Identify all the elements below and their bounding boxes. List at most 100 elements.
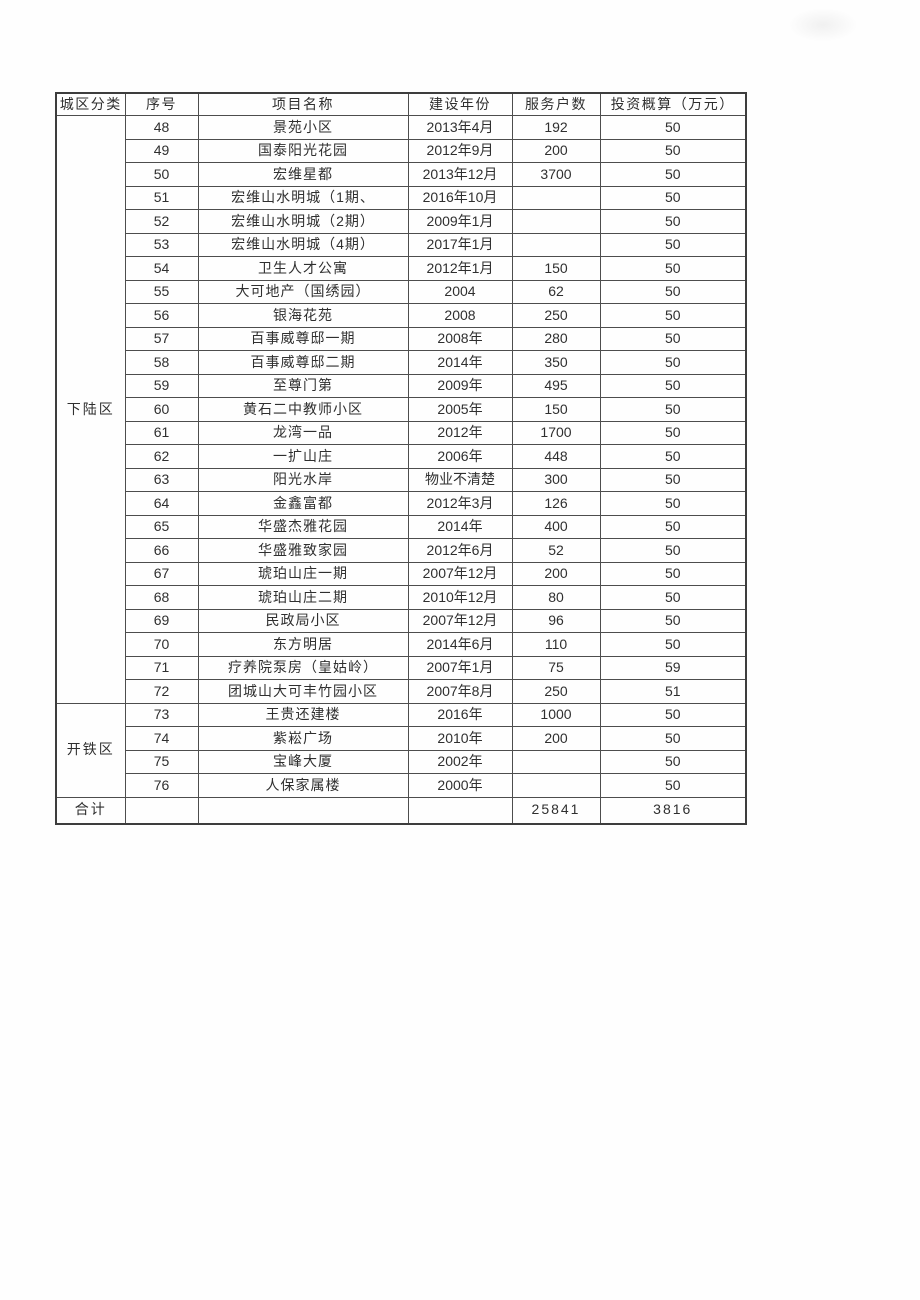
cell-households: 250 bbox=[511, 679, 601, 704]
cell-investment: 50 bbox=[599, 608, 747, 633]
table-row: 64 金鑫富都 2012年3月 126 50 bbox=[56, 491, 747, 516]
table-row: 65 华盛杰雅花园 2014年 400 50 bbox=[56, 514, 747, 539]
cell-build-year: 2002年 bbox=[407, 749, 513, 774]
cell-serial-no: 68 bbox=[124, 585, 199, 610]
cell-investment: 50 bbox=[599, 585, 747, 610]
cell-build-year: 2007年8月 bbox=[407, 679, 513, 704]
cell-investment: 50 bbox=[599, 538, 747, 563]
cell-serial-no: 66 bbox=[124, 538, 199, 563]
cell-build-year: 2014年 bbox=[407, 350, 513, 375]
cell-households: 300 bbox=[511, 467, 601, 492]
table-row: 69 民政局小区 2007年12月 96 50 bbox=[56, 608, 747, 633]
cell-investment: 50 bbox=[599, 232, 747, 257]
cell-households: 200 bbox=[511, 138, 601, 163]
cell-project-name: 国泰阳光花园 bbox=[197, 138, 409, 163]
cell-build-year: 物业不清楚 bbox=[407, 467, 513, 492]
cell-serial-no: 50 bbox=[124, 162, 199, 187]
cell-serial-no: 69 bbox=[124, 608, 199, 633]
cell-households: 150 bbox=[511, 397, 601, 422]
cell-project-name: 一扩山庄 bbox=[197, 444, 409, 469]
cell-households: 495 bbox=[511, 373, 601, 398]
cell-project-name: 人保家属楼 bbox=[197, 773, 409, 798]
project-table: 城区分类 序号 项目名称 建设年份 服务户数 投资概算（万元） 下陆区 48 景苑小… bbox=[55, 92, 747, 825]
table-row: 50 宏维星都 2013年12月 3700 50 bbox=[56, 162, 747, 187]
table-row: 57 百事威尊邸一期 2008年 280 50 bbox=[56, 326, 747, 351]
col-header-build-year: 建设年份 bbox=[407, 92, 513, 116]
cell-serial-no: 61 bbox=[124, 420, 199, 445]
cell-project-name: 王贵还建楼 bbox=[197, 702, 409, 727]
cell-households: 1700 bbox=[511, 420, 601, 445]
table-header-row: 城区分类 序号 项目名称 建设年份 服务户数 投资概算（万元） bbox=[55, 92, 747, 116]
cell-project-name: 金鑫富都 bbox=[197, 491, 409, 516]
cell-serial-no: 76 bbox=[124, 773, 199, 798]
col-header-investment: 投资概算（万元） bbox=[599, 92, 747, 116]
cell-households: 400 bbox=[511, 514, 601, 539]
cell-project-name: 华盛雅致家园 bbox=[197, 538, 409, 563]
table-row: 72 团城山大可丰竹园小区 2007年8月 250 51 bbox=[56, 679, 747, 704]
cell-project-name: 琥珀山庄一期 bbox=[197, 561, 409, 586]
table-row: 67 琥珀山庄一期 2007年12月 200 50 bbox=[56, 561, 747, 586]
cell-serial-no: 49 bbox=[124, 138, 199, 163]
table-row: 75 宝峰大厦 2002年 50 bbox=[56, 749, 747, 774]
cell-build-year: 2013年4月 bbox=[407, 115, 513, 140]
table-row: 55 大可地产（国绣园） 2004 62 50 bbox=[56, 279, 747, 304]
cell-project-name: 紫崧广场 bbox=[197, 726, 409, 751]
cell-project-name bbox=[197, 796, 409, 824]
scan-smudge bbox=[788, 8, 858, 42]
cell-households: 52 bbox=[511, 538, 601, 563]
cell-project-name: 黄石二中教师小区 bbox=[197, 397, 409, 422]
cell-investment: 50 bbox=[599, 726, 747, 751]
cell-build-year: 2012年 bbox=[407, 420, 513, 445]
cell-project-name: 宏维山水明城（1期、 bbox=[197, 185, 409, 210]
table-row: 70 东方明居 2014年6月 110 50 bbox=[56, 632, 747, 657]
table-row: 51 宏维山水明城（1期、 2016年10月 50 bbox=[56, 185, 747, 210]
cell-build-year: 2016年 bbox=[407, 702, 513, 727]
cell-investment: 50 bbox=[599, 467, 747, 492]
table-row: 62 一扩山庄 2006年 448 50 bbox=[56, 444, 747, 469]
cell-build-year: 2012年1月 bbox=[407, 256, 513, 281]
cell-investment: 3816 bbox=[599, 796, 747, 824]
cell-households: 80 bbox=[511, 585, 601, 610]
cell-investment: 59 bbox=[599, 655, 747, 680]
cell-households: 200 bbox=[511, 726, 601, 751]
cell-serial-no: 64 bbox=[124, 491, 199, 516]
cell-build-year: 2010年 bbox=[407, 726, 513, 751]
cell-serial-no: 53 bbox=[124, 232, 199, 257]
cell-project-name: 至尊门第 bbox=[197, 373, 409, 398]
cell-project-name: 银海花苑 bbox=[197, 303, 409, 328]
cell-households: 250 bbox=[511, 303, 601, 328]
cell-serial-no: 73 bbox=[124, 702, 199, 727]
cell-investment: 50 bbox=[599, 514, 747, 539]
cell-project-name: 百事威尊邸一期 bbox=[197, 326, 409, 351]
cell-households: 126 bbox=[511, 491, 601, 516]
table-row: 76 人保家属楼 2000年 50 bbox=[56, 773, 747, 798]
cell-serial-no: 54 bbox=[124, 256, 199, 281]
cell-build-year: 2007年12月 bbox=[407, 608, 513, 633]
cell-investment: 50 bbox=[599, 491, 747, 516]
cell-serial-no: 59 bbox=[124, 373, 199, 398]
cell-investment: 50 bbox=[599, 256, 747, 281]
cell-serial-no: 63 bbox=[124, 467, 199, 492]
table-body: 下陆区 48 景苑小区 2013年4月 192 50 49 国泰阳光花园 2012年9月 200 5… bbox=[55, 115, 747, 824]
cell-investment: 50 bbox=[599, 444, 747, 469]
cell-project-name: 宝峰大厦 bbox=[197, 749, 409, 774]
cell-serial-no: 48 bbox=[124, 115, 199, 140]
table-row: 68 琥珀山庄二期 2010年12月 80 50 bbox=[56, 585, 747, 610]
col-header-district: 城区分类 bbox=[55, 92, 126, 116]
cell-serial-no: 56 bbox=[124, 303, 199, 328]
table-row: 开铁区 73 王贵还建楼 2016年 1000 50 bbox=[55, 702, 747, 798]
cell-serial-no: 72 bbox=[124, 679, 199, 704]
district-cell: 开铁区 bbox=[55, 702, 126, 798]
table-row: 56 银海花苑 2008 250 50 bbox=[56, 303, 747, 328]
cell-investment: 50 bbox=[599, 303, 747, 328]
cell-build-year: 2007年1月 bbox=[407, 655, 513, 680]
cell-households bbox=[511, 185, 601, 210]
cell-build-year: 2008 bbox=[407, 303, 513, 328]
cell-investment: 50 bbox=[599, 185, 747, 210]
cell-investment: 50 bbox=[599, 115, 747, 140]
cell-serial-no: 52 bbox=[124, 209, 199, 234]
table-row: 61 龙湾一品 2012年 1700 50 bbox=[56, 420, 747, 445]
cell-investment: 50 bbox=[599, 162, 747, 187]
cell-serial-no bbox=[124, 796, 199, 824]
